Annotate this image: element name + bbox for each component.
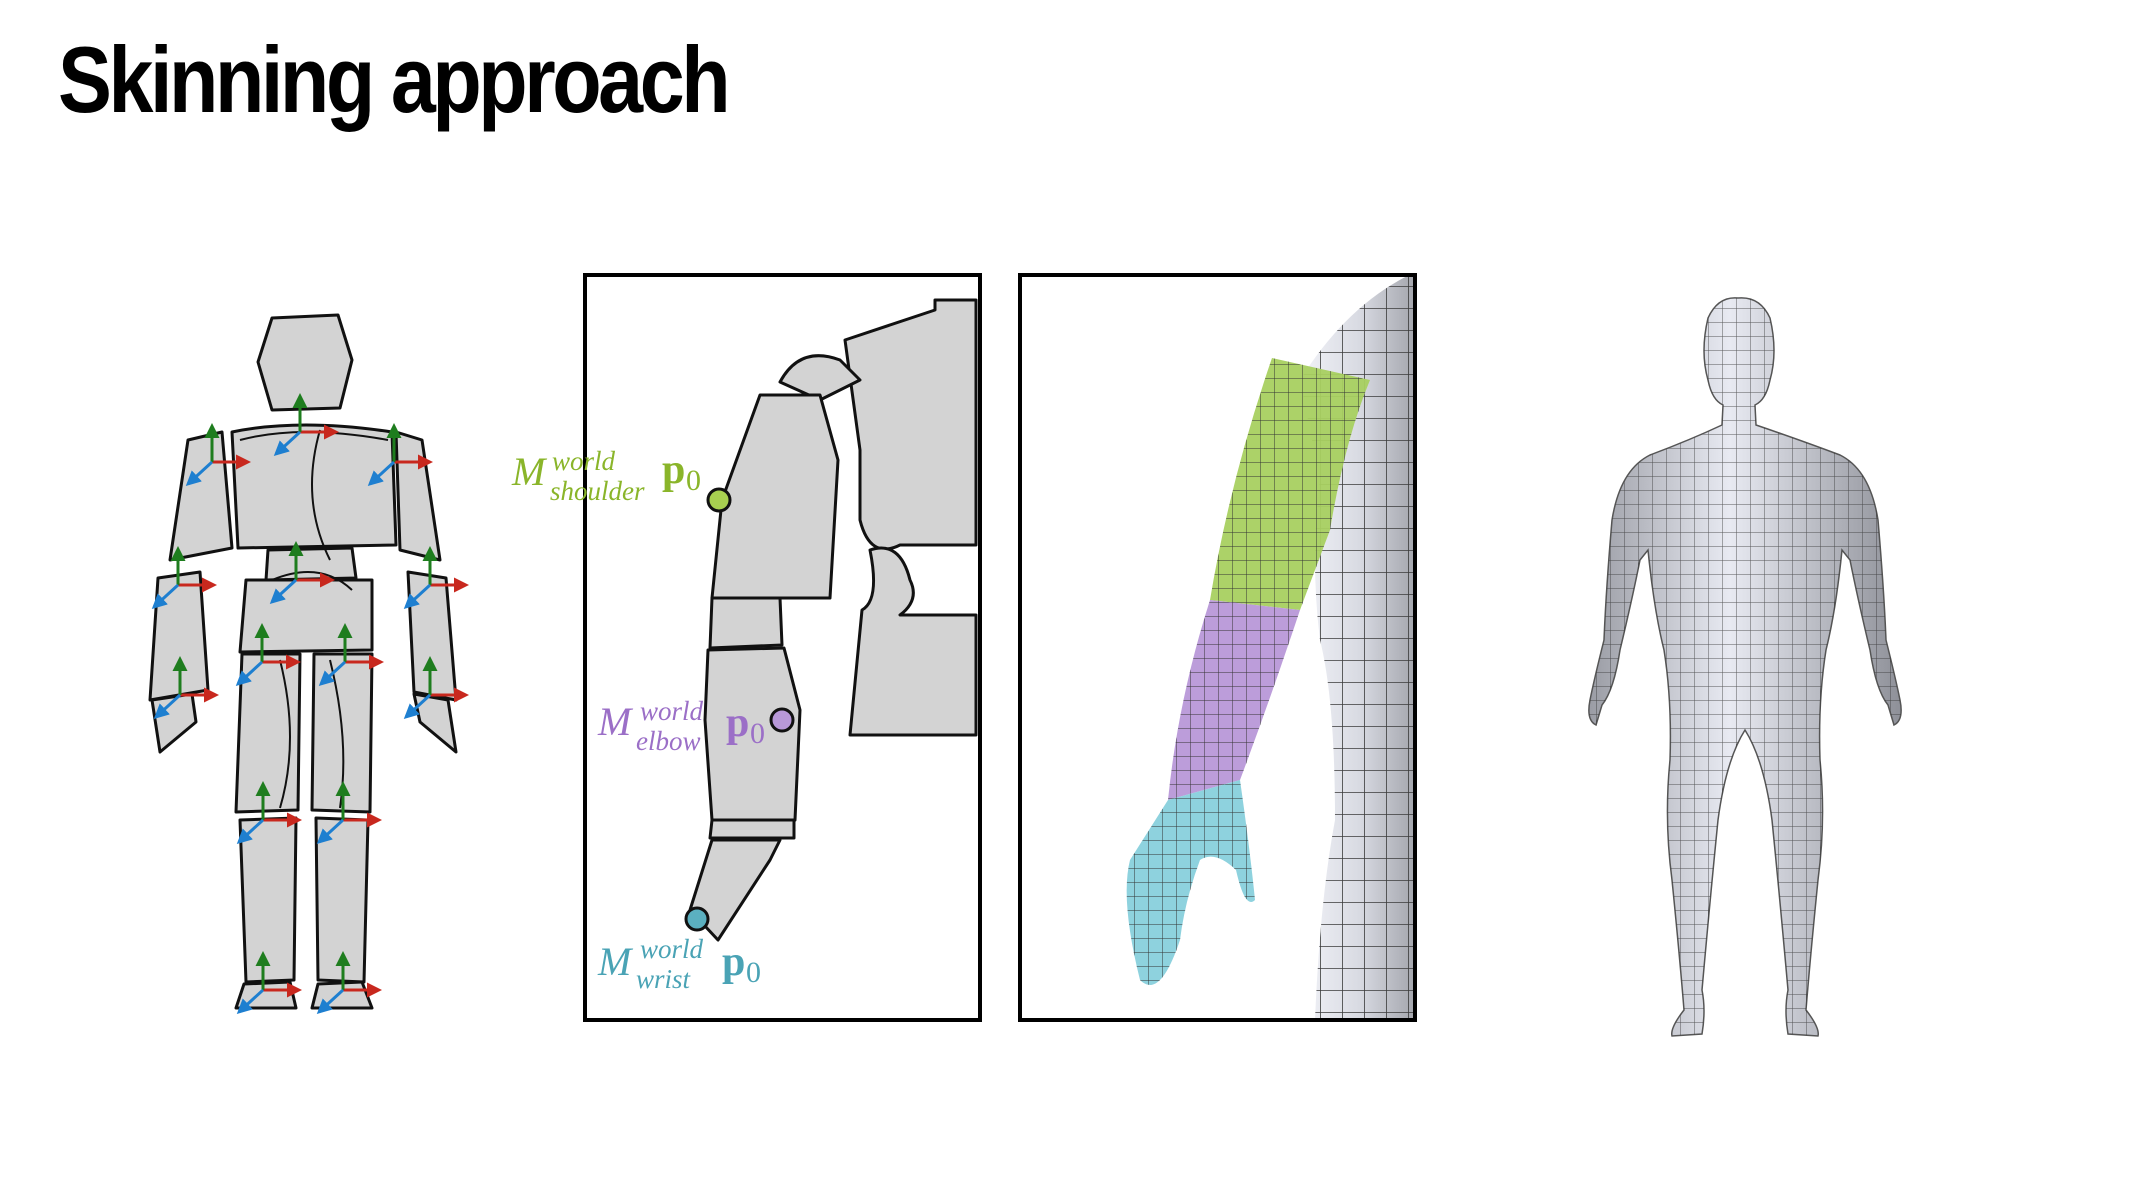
shoulder-joint-marker: [706, 487, 732, 513]
frame-z-axis: [316, 988, 345, 1015]
skinned-arm-frame: [1018, 273, 1417, 1022]
hip-block: [848, 546, 978, 737]
head-bone: [256, 313, 354, 412]
frame-z-axis: [318, 660, 347, 687]
elbow-label-point-sub: 0: [750, 717, 765, 750]
shoulder-label-point: p: [662, 447, 685, 493]
wrist-label-symbol: M: [597, 939, 634, 984]
frame-z-axis: [153, 693, 182, 720]
torso-block: [843, 298, 978, 551]
shoulder-label: M world shoulder p 0: [511, 446, 701, 506]
elbow-label-symbol: M: [597, 699, 634, 744]
frame-z-axis: [269, 578, 298, 605]
frame-z-axis: [235, 660, 264, 687]
elbow-block: [708, 596, 784, 650]
wrist-block: [708, 818, 796, 840]
torso-bone: [230, 423, 398, 550]
hand-block: [688, 838, 782, 942]
frame-z-axis: [185, 460, 214, 487]
elbow-label-subscript: elbow: [636, 726, 701, 756]
arm-rig-panel: [688, 298, 978, 942]
frame-z-axis: [316, 818, 345, 845]
right-upper-arm-bone: [394, 430, 442, 562]
elbow-label-point: p: [726, 700, 749, 746]
shoulder-ball: [778, 354, 862, 402]
left-thigh-bone: [234, 652, 302, 814]
right-forearm-bone: [406, 570, 458, 702]
frame-z-axis: [367, 460, 396, 487]
elbow-joint-marker: [769, 707, 795, 733]
wrist-label-subscript: wrist: [636, 964, 692, 994]
left-foot-bone: [234, 980, 298, 1010]
wrist-joint-marker: [684, 906, 710, 932]
wrist-label-point-sub: 0: [746, 956, 761, 989]
slide-title: Skinning approach: [58, 27, 731, 132]
frame-z-axis: [236, 988, 265, 1015]
wrist-label: M world wrist p 0: [597, 934, 761, 994]
wrist-label-superscript: world: [640, 934, 704, 964]
skeleton-rig-panel: [148, 313, 458, 1010]
pelvis-bone: [264, 546, 358, 582]
left-hand-bone: [150, 692, 198, 754]
frame-z-axis: [403, 693, 432, 720]
shoulder-label-superscript: world: [552, 446, 616, 476]
skinned-arm-panel: [1020, 275, 1415, 1020]
frame-z-axis: [236, 818, 265, 845]
frame-z-axis: [151, 583, 180, 610]
hip-bone: [238, 578, 374, 654]
shoulder-label-subscript: shoulder: [550, 476, 645, 506]
frame-z-axis: [273, 430, 302, 457]
elbow-label-superscript: world: [640, 696, 704, 726]
shoulder-label-point-sub: 0: [686, 464, 701, 497]
left-upper-arm-bone: [168, 430, 234, 562]
wrist-label-point: p: [722, 939, 745, 985]
left-shin-bone: [238, 816, 298, 984]
shoulder-label-symbol: M: [511, 449, 548, 494]
elbow-label: M world elbow p 0: [597, 696, 765, 756]
body-mesh-grid: [1588, 297, 1902, 1036]
frame-z-axis: [403, 583, 432, 610]
